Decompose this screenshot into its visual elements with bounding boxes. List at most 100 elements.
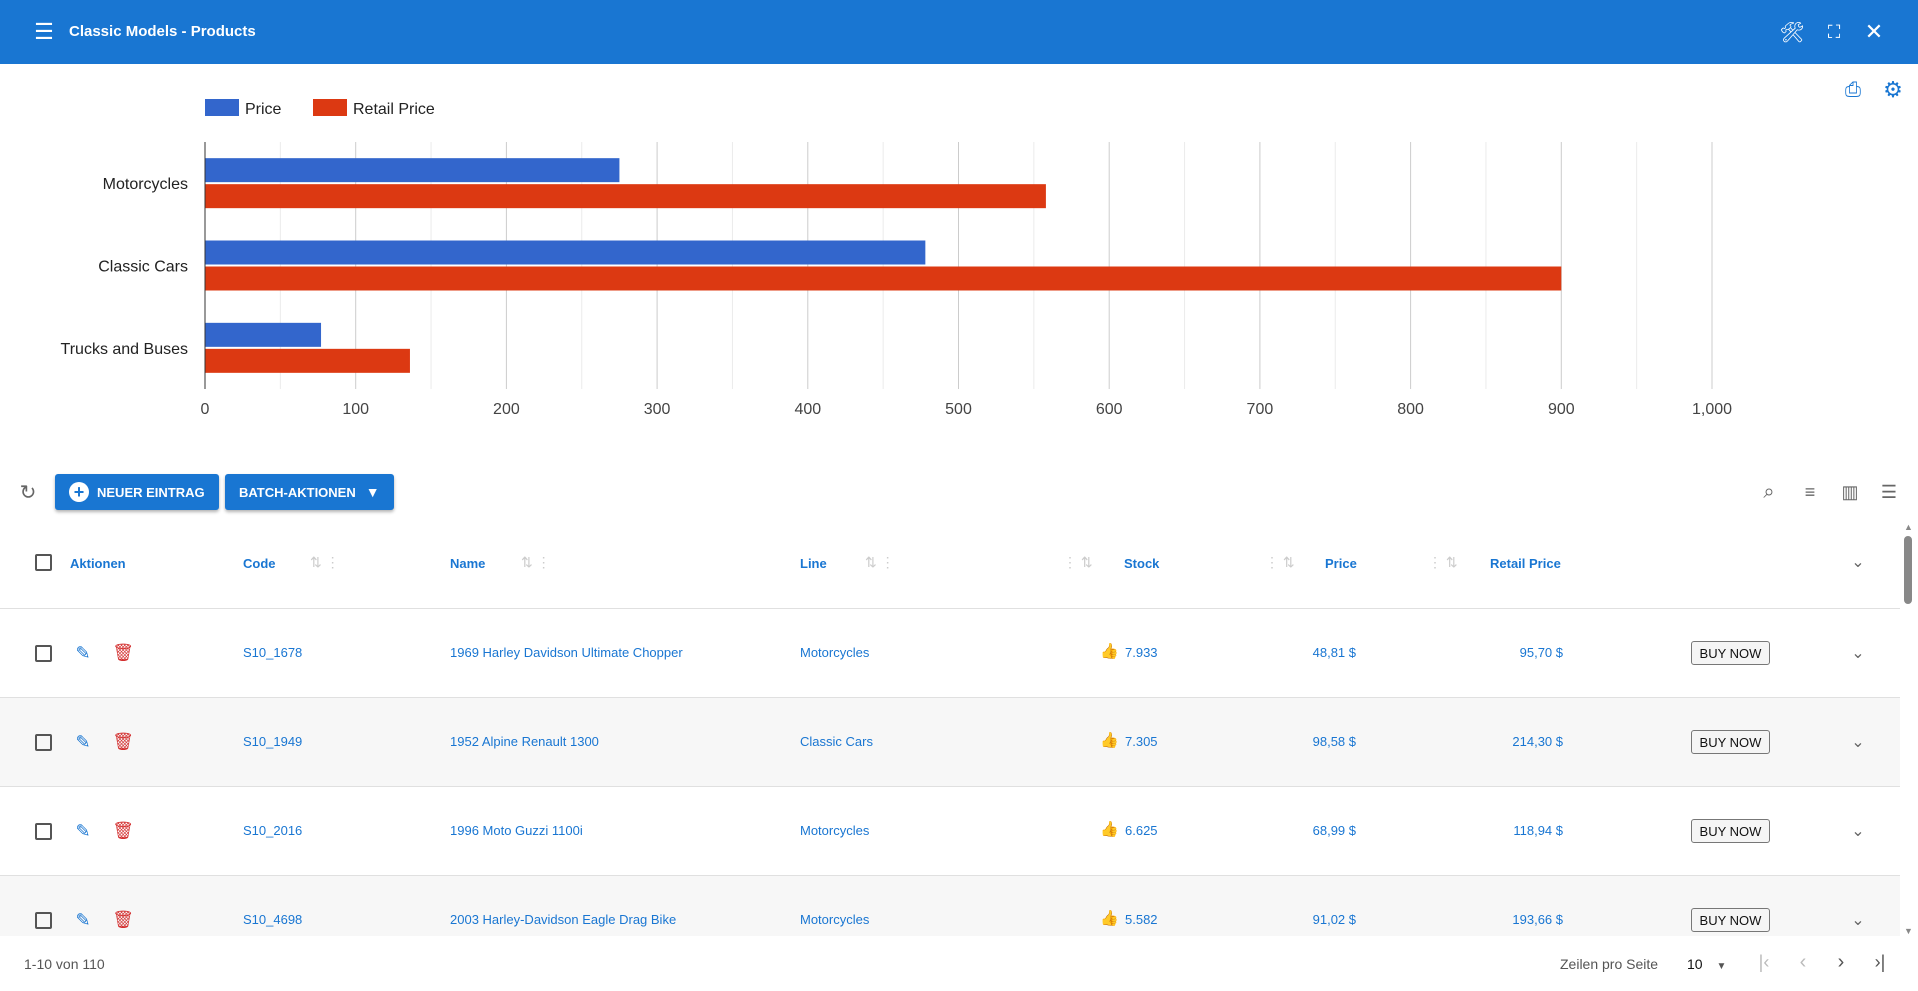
name-cell[interactable]: 1996 Moto Guzzi 1100i: [450, 823, 583, 838]
x-tick-label: 300: [644, 401, 671, 418]
expand-row-icon[interactable]: ⌄: [1851, 645, 1865, 662]
batch-actions-button[interactable]: BATCH-AKTIONEN ▼: [225, 474, 394, 510]
sort-icon[interactable]: ⇅ ⋮: [310, 554, 340, 570]
fullscreen-icon[interactable]: ⛶: [1827, 21, 1841, 42]
delete-icon[interactable]: 🗑: [112, 910, 134, 929]
legend-swatch: [205, 99, 239, 116]
plus-circle-icon: +: [69, 482, 89, 502]
row-checkbox[interactable]: [35, 734, 52, 751]
code-cell[interactable]: S10_2016: [243, 823, 303, 838]
x-tick-label: 0: [201, 401, 210, 418]
stock-cell: 5.582: [1125, 912, 1158, 927]
delete-icon[interactable]: 🗑: [112, 732, 134, 751]
caret-down-icon: ▼: [1716, 961, 1727, 972]
expand-row-icon[interactable]: ⌄: [1851, 734, 1865, 751]
expand-row-icon[interactable]: ⌄: [1851, 912, 1865, 929]
bar-retail-price: [205, 266, 1562, 291]
buy-now-button[interactable]: BUY NOW: [1691, 641, 1770, 665]
density-icon[interactable]: ☰: [1880, 481, 1898, 502]
price-cell: 68,99 $: [1312, 823, 1356, 838]
select-all-checkbox[interactable]: [35, 554, 52, 571]
bar-retail-price: [205, 184, 1046, 209]
col-price[interactable]: Price: [1325, 556, 1357, 571]
sort-icon[interactable]: ⇅ ⋮: [865, 554, 895, 570]
col-actions: Aktionen: [70, 556, 126, 571]
x-tick-label: 500: [945, 401, 972, 418]
buy-now-button[interactable]: BUY NOW: [1691, 730, 1770, 754]
prev-page-icon[interactable]: ‹: [1799, 950, 1807, 973]
retail-price-cell: 95,70 $: [1519, 645, 1563, 660]
price-cell: 98,58 $: [1312, 734, 1356, 749]
sort-icon[interactable]: ⋮ ⇅: [1063, 554, 1093, 570]
delete-icon[interactable]: 🗑: [112, 821, 134, 840]
close-icon[interactable]: ✕: [1864, 19, 1884, 44]
settings-icon[interactable]: ⚙: [1883, 77, 1903, 102]
stock-cell: 7.933: [1125, 645, 1158, 660]
line-cell[interactable]: Motorcycles: [800, 823, 870, 838]
thumbs-up-icon: 👍: [1100, 643, 1119, 660]
col-retail-price[interactable]: Retail Price: [1490, 556, 1561, 571]
row-checkbox[interactable]: [35, 645, 52, 662]
app-bar: ☰ Classic Models - Products 🛠 ⛶ ✕: [0, 0, 1918, 64]
bar-price: [205, 322, 322, 347]
col-name[interactable]: Name: [450, 556, 486, 571]
next-page-icon[interactable]: ›: [1837, 950, 1845, 973]
menu-icon[interactable]: ☰: [34, 19, 54, 44]
rows-per-page-value: 10: [1687, 956, 1703, 972]
col-line[interactable]: Line: [800, 556, 827, 571]
bar-price: [205, 240, 926, 265]
x-tick-label: 400: [794, 401, 821, 418]
edit-icon[interactable]: ✎: [75, 731, 91, 752]
refresh-icon[interactable]: ↻: [19, 481, 37, 504]
stock-cell: 7.305: [1125, 734, 1158, 749]
last-page-icon[interactable]: ›|: [1874, 951, 1886, 972]
delete-icon[interactable]: 🗑: [112, 643, 134, 662]
new-entry-label: NEUER EINTRAG: [97, 484, 205, 500]
sort-icon[interactable]: ⋮ ⇅: [1265, 554, 1295, 570]
sort-icon[interactable]: ⇅ ⋮: [521, 554, 551, 570]
line-cell[interactable]: Classic Cars: [800, 734, 873, 749]
first-page-icon[interactable]: |‹: [1758, 951, 1770, 972]
print-icon[interactable]: ⎙: [1845, 78, 1861, 101]
category-label: Classic Cars: [98, 259, 188, 276]
retail-price-cell: 214,30 $: [1512, 734, 1563, 749]
scrollbar[interactable]: ▲ ▼: [1904, 522, 1913, 936]
row-checkbox[interactable]: [35, 912, 52, 929]
x-tick-label: 600: [1096, 401, 1123, 418]
col-stock[interactable]: Stock: [1124, 556, 1160, 571]
caret-down-icon: ▼: [365, 484, 380, 500]
sort-icon[interactable]: ⋮ ⇅: [1428, 554, 1458, 570]
name-cell[interactable]: 2003 Harley-Davidson Eagle Drag Bike: [450, 912, 677, 927]
new-entry-button[interactable]: + NEUER EINTRAG: [55, 474, 219, 510]
code-cell[interactable]: S10_1949: [243, 734, 303, 749]
tools-icon[interactable]: 🛠: [1779, 21, 1805, 44]
rows-per-page-select[interactable]: 10 ▼: [1687, 956, 1726, 972]
table-row[interactable]: ✎ 🗑 S10_1678 1969 Harley Davidson Ultima…: [0, 609, 1900, 698]
name-cell[interactable]: 1952 Alpine Renault 1300: [450, 734, 599, 749]
x-tick-label: 800: [1397, 401, 1424, 418]
table-row[interactable]: ✎ 🗑 S10_2016 1996 Moto Guzzi 1100i Motor…: [0, 787, 1900, 876]
edit-icon[interactable]: ✎: [75, 820, 91, 841]
buy-now-button[interactable]: BUY NOW: [1691, 819, 1770, 843]
name-cell[interactable]: 1969 Harley Davidson Ultimate Chopper: [450, 645, 683, 660]
columns-icon[interactable]: ▥: [1841, 481, 1859, 502]
legend-swatch: [313, 99, 347, 116]
code-cell[interactable]: S10_4698: [243, 912, 303, 927]
thumbs-up-icon: 👍: [1100, 821, 1119, 838]
filter-icon[interactable]: ≡: [1804, 481, 1816, 502]
bar-chart: 0 100 200 300 400 500 600 700 800 900 1,000 Motorcy…: [61, 99, 1732, 418]
col-code[interactable]: Code: [243, 556, 276, 571]
buy-now-button[interactable]: BUY NOW: [1691, 908, 1770, 932]
table-row[interactable]: ✎ 🗑 S10_1949 1952 Alpine Renault 1300 Cl…: [0, 698, 1900, 787]
expand-row-icon[interactable]: ⌄: [1851, 823, 1865, 840]
edit-icon[interactable]: ✎: [75, 909, 91, 930]
search-icon[interactable]: ⌕: [1763, 480, 1775, 503]
line-cell[interactable]: Motorcycles: [800, 912, 870, 927]
line-cell[interactable]: Motorcycles: [800, 645, 870, 660]
edit-icon[interactable]: ✎: [75, 642, 91, 663]
row-checkbox[interactable]: [35, 823, 52, 840]
category-label: Motorcycles: [103, 176, 188, 193]
expand-all-icon[interactable]: ⌄: [1851, 554, 1865, 571]
code-cell[interactable]: S10_1678: [243, 645, 303, 660]
rows-per-page-label: Zeilen pro Seite: [1560, 956, 1659, 972]
